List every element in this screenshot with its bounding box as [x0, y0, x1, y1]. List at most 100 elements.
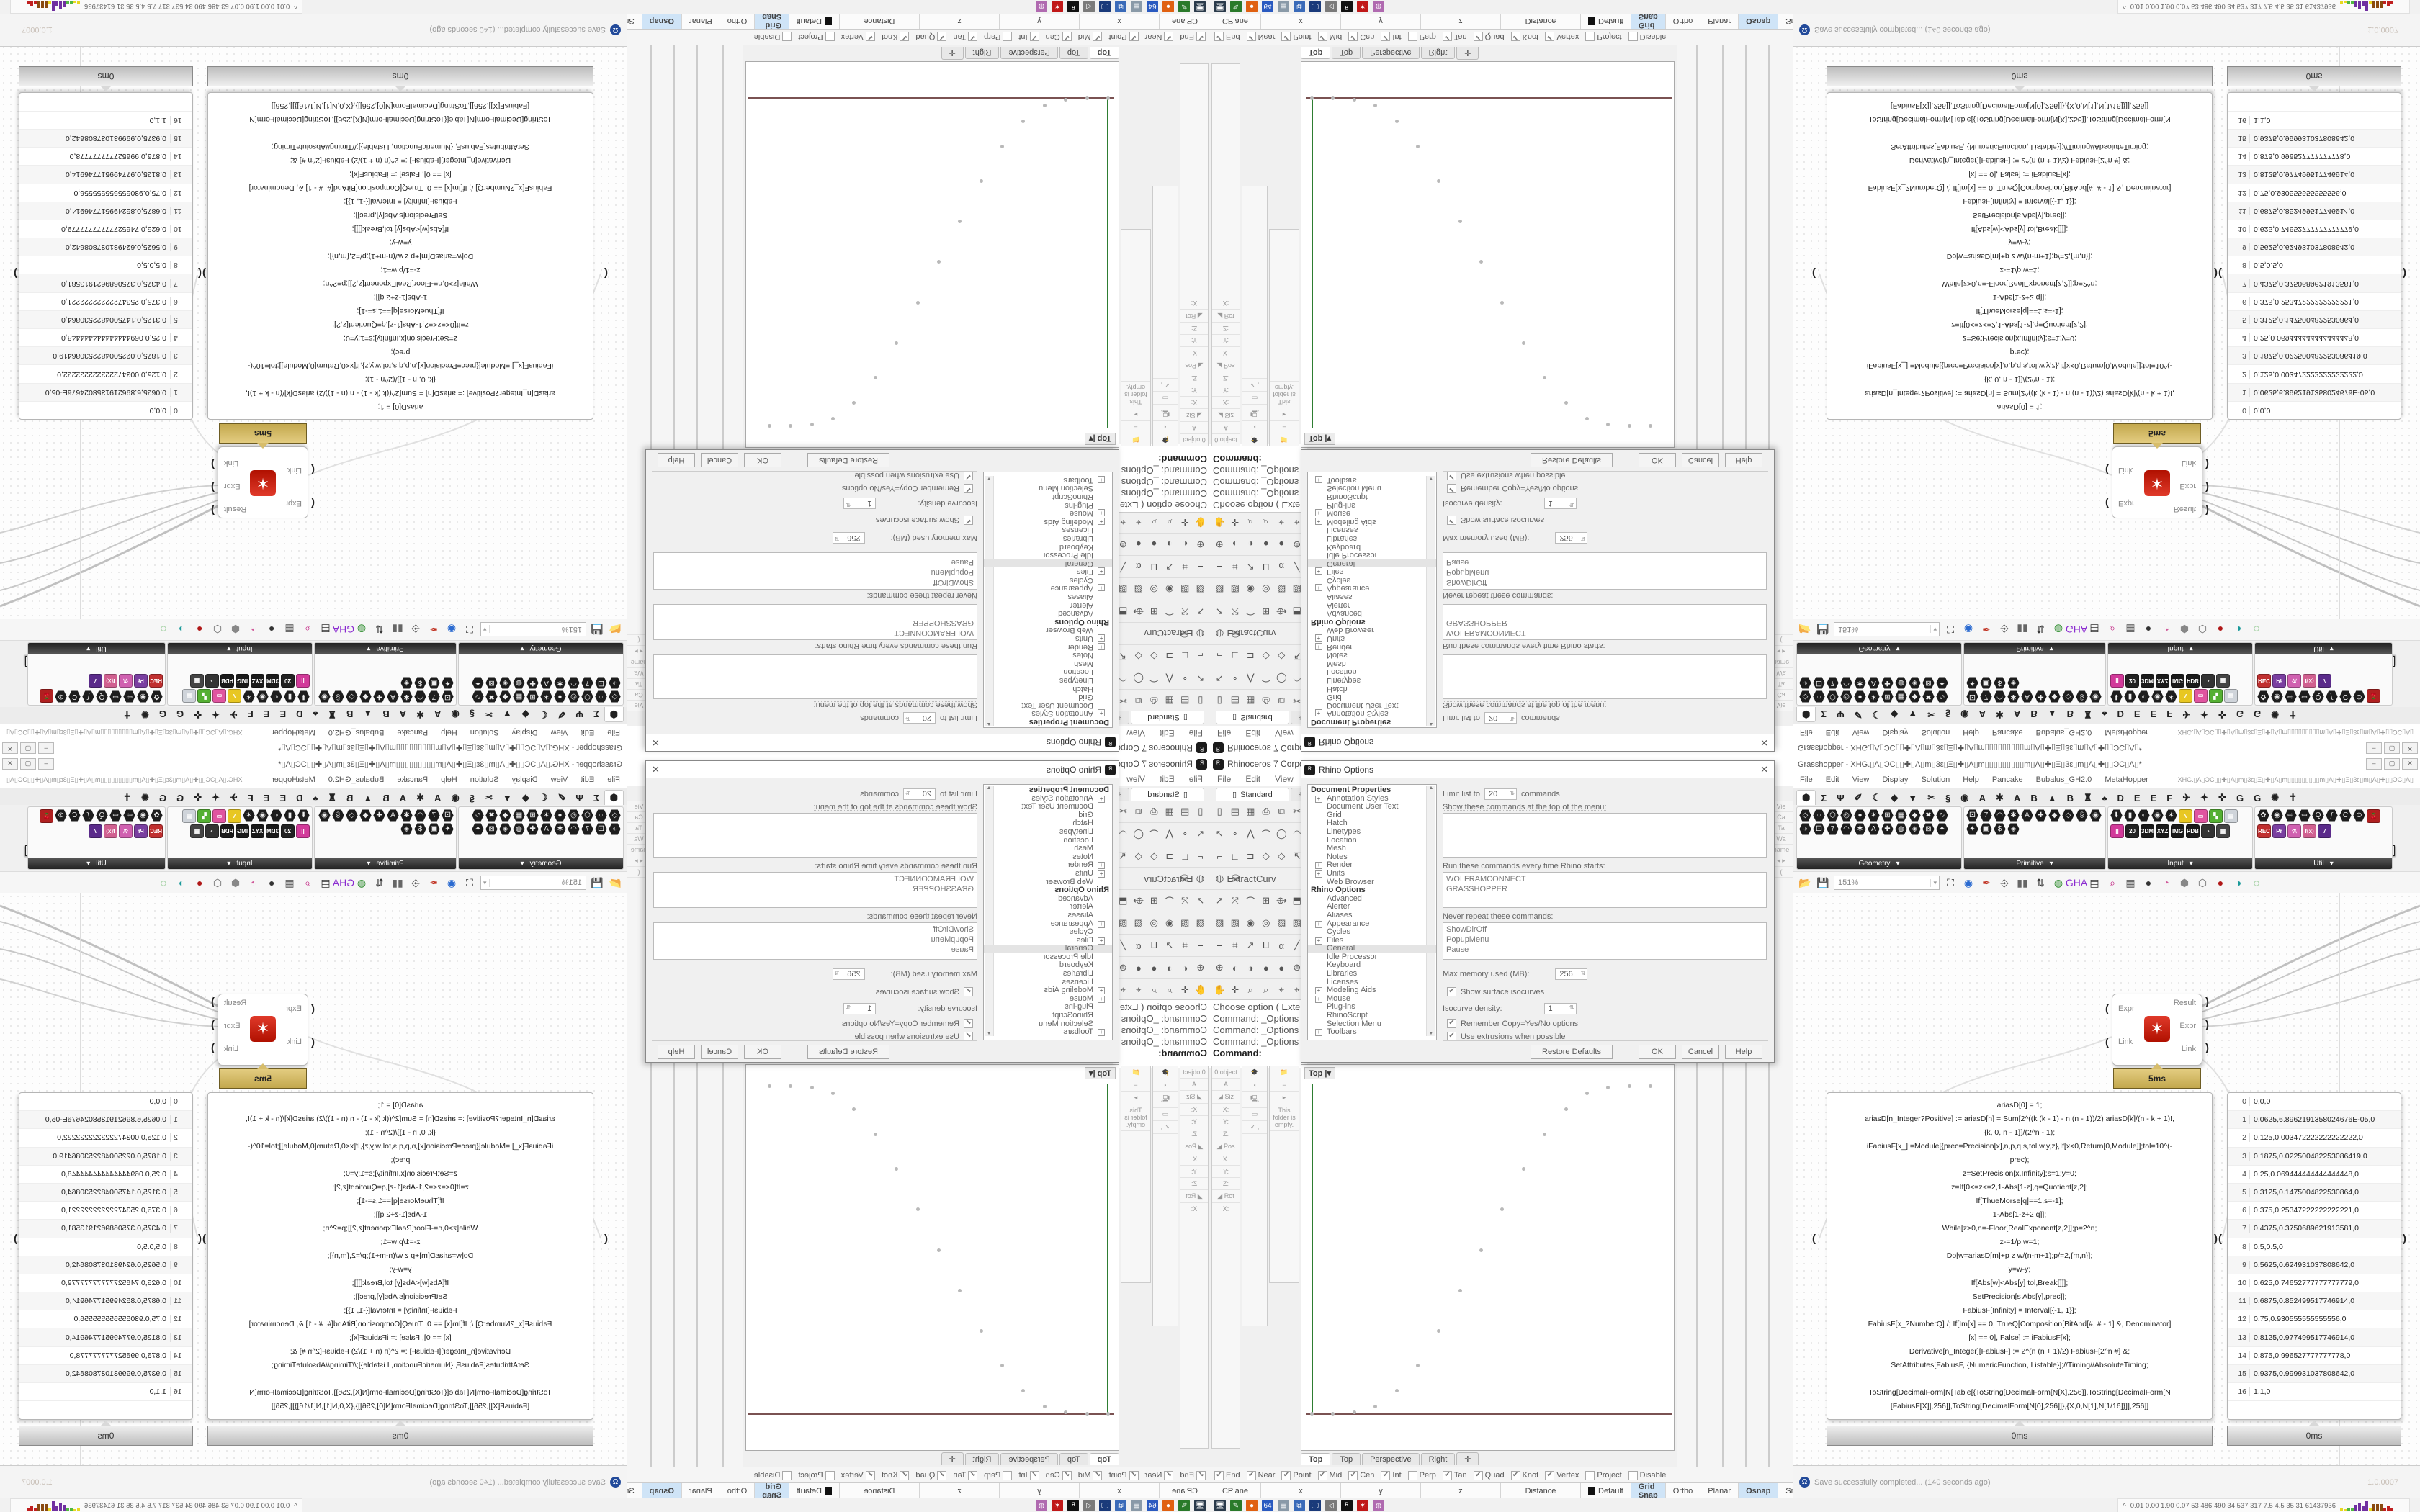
table-row[interactable]: 9 0.5625,0.624931037808642,0 — [19, 238, 192, 256]
gh-tab-23[interactable]: ✦ — [2200, 709, 2209, 720]
tool-icon[interactable]: α — [1136, 561, 1142, 572]
tree-item-libraries[interactable]: Libraries — [1327, 969, 1358, 978]
tree-item-licenses[interactable]: Licenses — [1327, 977, 1358, 986]
menu-item-file[interactable]: File — [1188, 774, 1203, 784]
cancel-button[interactable]: Cancel — [1682, 453, 1719, 467]
help-button[interactable]: Help — [1725, 453, 1762, 467]
tool-icon[interactable]: ⎙ — [1262, 806, 1270, 816]
tree-item-annotation-styles[interactable]: Annotation Styles + — [1308, 709, 1436, 718]
table-row[interactable]: 13 0.8125,0.977499517746914,0 — [19, 1328, 192, 1347]
status-toggle-grid-snap[interactable]: Grid Snap — [1631, 1482, 1666, 1500]
isocurve-density-spinner[interactable]: 1 — [843, 498, 877, 509]
checkbox-icon[interactable] — [1003, 1470, 1013, 1480]
component-icon[interactable]: ⚗ — [119, 824, 133, 838]
component-icon[interactable]: ✶ — [243, 809, 255, 822]
gh-tab-14[interactable]: ▲ — [363, 793, 373, 804]
component-icon[interactable]: A — [2021, 809, 2033, 822]
data-panel[interactable]: 0 0,0,0 1 0.0625,6.8962191358024676E-05,0 2 0… — [2227, 92, 2401, 420]
gh-tab-27[interactable]: ✺ — [140, 709, 149, 720]
tool-icon[interactable]: ⟴ — [1133, 895, 1144, 906]
status-cell-distance[interactable]: Distance — [839, 14, 919, 29]
tool-icon[interactable]: ⛁ — [1232, 873, 1240, 883]
remember-copy-checkbox[interactable]: ✔ — [1447, 484, 1456, 493]
output-port-result[interactable]: Result — [224, 505, 247, 513]
canvas-tool-icon[interactable]: ⛶ — [1947, 876, 1954, 888]
component-icon[interactable]: f(x) — [104, 824, 117, 838]
panel-item[interactable]: 🎓 — [1242, 433, 1267, 446]
taskbar-app-icon[interactable]: ▤ — [1278, 1500, 1289, 1511]
tool-icon[interactable]: ⎙ — [1262, 696, 1270, 706]
component-icon[interactable]: ▤ — [2224, 689, 2238, 703]
osnap-mid[interactable]: ✔ Mid — [1078, 32, 1103, 42]
table-row[interactable]: 5 0.3125,0.1475004822530864,0 — [19, 1183, 192, 1202]
component-icon[interactable]: ◇ — [2062, 690, 2074, 703]
component-icon[interactable]: ◆ — [1909, 809, 1921, 822]
tray-collapse-icon[interactable]: ^ — [294, 2, 297, 11]
table-row[interactable]: 14 0.875,0.996527777777778,0 — [19, 1346, 192, 1365]
component-icon[interactable]: ✚ — [2035, 809, 2047, 822]
component-icon[interactable]: ✱ — [1854, 677, 1866, 689]
expand-icon[interactable]: + — [1098, 642, 1105, 650]
gh-tab-14[interactable]: ▲ — [363, 708, 373, 719]
canvas-tool-icon[interactable]: ◔ — [2163, 877, 2170, 888]
never-repeat-box[interactable]: ShowDirOff PopupMenu Pause — [1443, 922, 1767, 960]
component-icon[interactable]: ○ — [595, 690, 607, 703]
remember-copy-checkbox[interactable]: ✔ — [964, 484, 973, 493]
expand-icon[interactable]: + — [1098, 987, 1105, 995]
tool-icon[interactable]: ◉ — [1246, 917, 1255, 928]
tree-item-document-user-text[interactable]: Document User Text — [1021, 701, 1093, 710]
never-repeat-box[interactable]: ShowDirOff PopupMenu Pause — [653, 552, 977, 590]
table-row[interactable]: 8 0.5,0.5,0 — [2228, 256, 2401, 274]
expand-icon[interactable]: + — [1098, 517, 1105, 525]
zoom-level-select[interactable]: 151% ▾ — [480, 876, 586, 890]
checkbox-icon[interactable]: ✔ — [937, 1470, 947, 1480]
component-icon[interactable]: f(x) — [104, 674, 117, 688]
panel-item[interactable]: ≡ — [1270, 420, 1299, 433]
taskbar-app-icon[interactable]: ✶ — [1052, 1, 1063, 12]
component-icon[interactable]: ▮ — [2124, 690, 2136, 703]
osnap-project[interactable]: Project — [1585, 1470, 1622, 1480]
osnap-project[interactable]: Project — [1585, 32, 1622, 42]
minimize-icon[interactable]: – — [38, 758, 54, 770]
component-icon[interactable]: ⊙ — [55, 690, 67, 703]
component-icon[interactable]: ◔ — [2201, 674, 2215, 688]
panel-item[interactable]: ◖ — [1153, 420, 1178, 433]
component-icon[interactable]: ⬇ — [297, 809, 310, 822]
taskbar-app-icon[interactable]: 64 — [1147, 1, 1158, 12]
gh-tab-2[interactable]: Ψ — [1837, 708, 1845, 719]
tool-icon[interactable]: ⌒ — [1261, 672, 1271, 683]
canvas-tool-icon[interactable]: ◍ — [2053, 624, 2063, 636]
table-row[interactable]: 11 0.6875,0.852499517746914,0 — [19, 1292, 192, 1311]
tree-item-grid[interactable]: Grid — [1327, 810, 1342, 819]
tool-icon[interactable]: ✛ — [1231, 517, 1240, 528]
tool-icon[interactable]: ↖ — [1196, 673, 1205, 684]
tree-item-cycles[interactable]: Cycles — [1069, 575, 1093, 585]
tree-item-advanced[interactable]: Advanced — [1327, 894, 1362, 903]
palette-group-label[interactable]: Input ▾ — [168, 858, 312, 869]
component-icon[interactable]: ✿ — [151, 809, 163, 822]
panel-input-grip[interactable]: ( — [198, 1233, 202, 1245]
tool-icon[interactable]: ◯ — [1276, 828, 1287, 839]
component-icon[interactable]: ◔ — [2201, 824, 2215, 838]
checkbox-icon[interactable] — [1585, 1470, 1595, 1480]
component-icon[interactable]: ◇ — [1799, 690, 1811, 703]
panel-input-grip[interactable]: ( — [2218, 267, 2222, 279]
osnap-near[interactable]: ✔ Near — [1145, 1470, 1174, 1480]
osnap-end[interactable]: ✔ End — [1180, 32, 1206, 42]
tree-item-mesh[interactable]: Mesh — [1074, 844, 1093, 853]
tool-icon[interactable]: ▦ — [1246, 696, 1255, 706]
taskbar-app-icon[interactable]: ✶ — [1052, 1500, 1063, 1511]
table-row[interactable]: 10 0.625,0.74652777777777779,0 — [2228, 219, 2401, 238]
canvas-tool-icon[interactable]: ▦ — [284, 876, 295, 888]
menu-item-view[interactable]: View — [550, 728, 568, 737]
tree-item-modeling-aids[interactable]: Modeling Aids + — [1308, 517, 1436, 526]
panel-item[interactable]: ▸ — [1270, 408, 1299, 420]
checkbox-icon[interactable]: ✔ — [900, 1470, 910, 1480]
tree-item-hatch[interactable]: Hatch — [1327, 819, 1348, 828]
table-row[interactable]: 9 0.5625,0.624931037808642,0 — [2228, 1256, 2401, 1274]
canvas-tool-icon[interactable]: ✒ — [1982, 876, 1991, 888]
gh-tab-1[interactable]: Σ — [593, 793, 599, 804]
tool-icon[interactable]: ◑ — [1166, 962, 1173, 973]
osnap-vertex[interactable]: ✔ Vertex — [1545, 32, 1579, 42]
component-icon[interactable]: ✱ — [554, 677, 566, 689]
